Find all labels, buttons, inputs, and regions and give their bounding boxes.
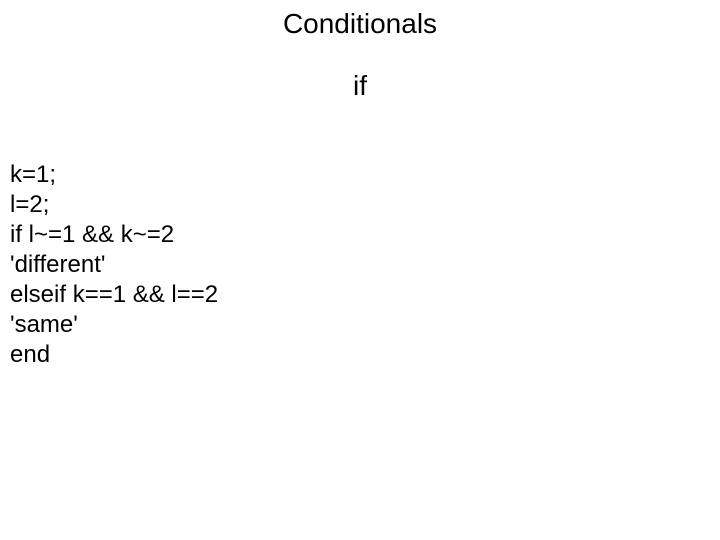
code-line: end: [10, 340, 218, 370]
code-block: k=1; l=2; if l~=1 && k~=2 'different' el…: [10, 160, 218, 370]
slide-title: Conditionals: [0, 0, 720, 40]
code-line: k=1;: [10, 160, 218, 190]
code-line: 'different': [10, 250, 218, 280]
code-line: if l~=1 && k~=2: [10, 220, 218, 250]
slide-subtitle: if: [0, 40, 720, 102]
code-line: elseif k==1 && l==2: [10, 280, 218, 310]
code-line: l=2;: [10, 190, 218, 220]
code-line: 'same': [10, 310, 218, 340]
